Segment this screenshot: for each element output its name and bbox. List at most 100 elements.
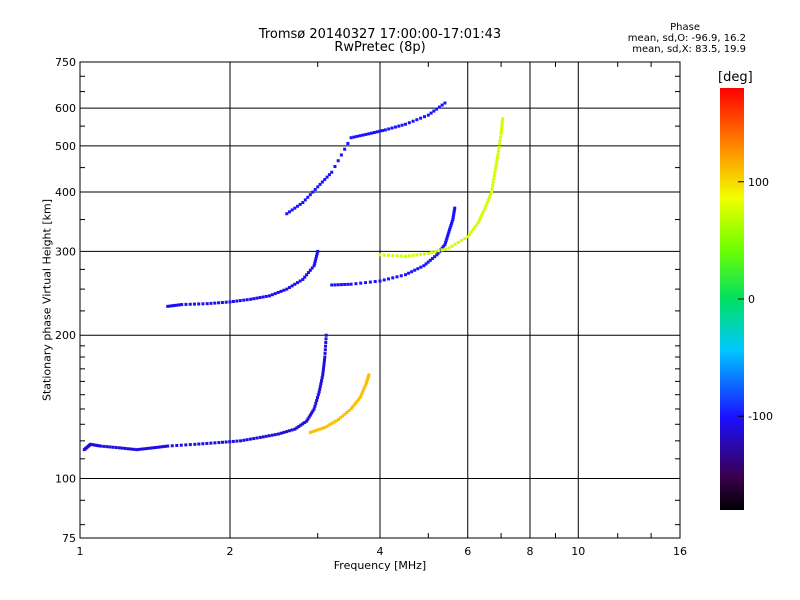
echo-point (397, 124, 401, 128)
echo-point (450, 244, 454, 248)
echo-point (163, 444, 167, 448)
echo-point (346, 141, 350, 145)
echo-point (295, 281, 299, 285)
echo-point (492, 174, 496, 178)
echo-point (303, 275, 307, 279)
colorbar-tick-label: 0 (748, 293, 755, 306)
echo-point (426, 251, 430, 255)
echo-point (494, 161, 498, 165)
echo-point (318, 427, 322, 431)
echo-point (492, 177, 496, 181)
echo-point (498, 142, 502, 146)
echo-point (295, 426, 299, 430)
echo-point (349, 282, 353, 286)
echo-point (209, 301, 213, 305)
y-tick-label: 200 (55, 329, 76, 342)
echo-point (298, 279, 302, 283)
echo-point (293, 427, 297, 431)
echo-point (361, 389, 365, 393)
echo-point (364, 281, 368, 285)
echo-point (410, 270, 414, 274)
echo-point (370, 131, 374, 135)
echo-point (310, 266, 314, 270)
echo-point (497, 145, 501, 149)
echo-point (305, 273, 309, 277)
y-tick-label: 75 (62, 532, 76, 545)
echo-point (299, 423, 303, 427)
echo-point (264, 294, 268, 298)
echo-point (166, 304, 170, 308)
echo-point (324, 344, 328, 348)
echo-point (140, 447, 144, 451)
echo-point (188, 443, 192, 447)
y-axis-ticks: 75 100 200 300 400 500 600 750 (55, 56, 76, 545)
echo-point (501, 117, 505, 121)
y-axis-label: Stationary phase Virtual Height [km] (40, 198, 54, 402)
echo-point (325, 175, 329, 179)
echo-point (313, 259, 317, 263)
echo-point (336, 418, 340, 422)
echo-point (282, 430, 286, 434)
echo-point (387, 127, 391, 131)
colorbar-ticks: 100 0 -100 (738, 176, 773, 423)
echo-point (343, 147, 347, 151)
echo-point (446, 232, 450, 236)
echo-point (407, 271, 411, 275)
echo-point (333, 164, 337, 168)
echo-point (293, 206, 297, 210)
echo-point (177, 303, 181, 307)
echo-point (323, 351, 327, 355)
echo-point (170, 444, 174, 448)
echo-point (123, 446, 127, 450)
echo-point (245, 298, 249, 302)
echo-point (382, 278, 386, 282)
echo-point (413, 268, 417, 272)
phase-stats-header: Phase (670, 22, 700, 33)
echo-point (489, 193, 493, 197)
echo-point (456, 240, 460, 244)
y-tick-label: 100 (55, 473, 76, 486)
echo-point (220, 300, 224, 304)
echo-point (156, 445, 160, 449)
echo-point (322, 364, 326, 368)
echo-point (179, 443, 183, 447)
colorbar-tick-label: 100 (748, 176, 769, 189)
echo-point (180, 303, 184, 307)
echo-point (316, 185, 320, 189)
echo-point (126, 447, 130, 451)
echo-point (324, 337, 328, 341)
echo-point (415, 253, 419, 257)
echo-point (205, 302, 209, 306)
echo-point (285, 287, 289, 291)
echo-point (192, 302, 196, 306)
echo-point (383, 128, 387, 132)
echo-point (491, 180, 495, 184)
echo-point (287, 429, 291, 433)
echo-point (437, 105, 441, 109)
echo-point (120, 446, 124, 450)
echo-point (403, 273, 407, 277)
echo-point (336, 283, 340, 287)
echo-point (355, 134, 359, 138)
echo-point (403, 122, 407, 126)
echo-point (349, 407, 353, 411)
echo-point (469, 230, 473, 234)
echo-point (267, 294, 271, 298)
echo-point (496, 152, 500, 156)
echo-point (495, 158, 499, 162)
echo-point (94, 443, 98, 447)
echo-point (264, 434, 268, 438)
echo-point (430, 251, 434, 255)
echo-point (481, 211, 485, 215)
echo-point (308, 413, 312, 417)
echo-point (437, 249, 441, 253)
echo-point (316, 428, 320, 432)
echo-point (330, 422, 334, 426)
echo-point (343, 412, 347, 416)
echo-point (321, 370, 325, 374)
echo-point (315, 254, 319, 258)
y-tick-label: 400 (55, 186, 76, 199)
echo-point (490, 187, 494, 191)
echo-point (451, 214, 455, 218)
